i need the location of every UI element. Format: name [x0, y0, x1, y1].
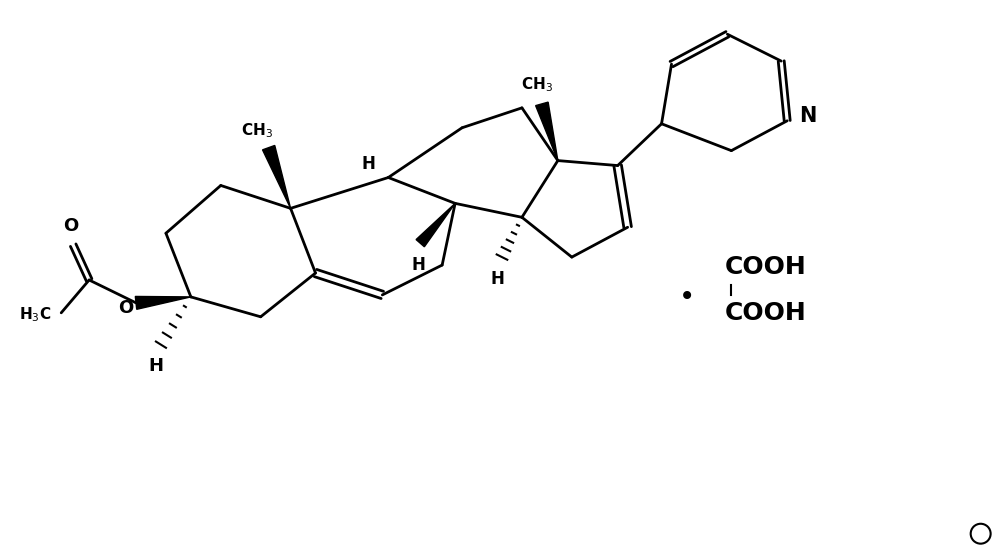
Text: N: N: [799, 106, 817, 126]
Text: H: H: [148, 357, 163, 375]
Polygon shape: [416, 203, 455, 247]
Text: •: •: [679, 283, 696, 311]
Text: O: O: [64, 217, 79, 235]
Polygon shape: [263, 145, 291, 208]
Text: COOH: COOH: [724, 255, 806, 279]
Text: H: H: [490, 270, 504, 288]
Polygon shape: [135, 296, 191, 309]
Polygon shape: [536, 102, 558, 160]
Text: H$_3$C: H$_3$C: [19, 305, 51, 324]
Text: H: H: [361, 155, 375, 173]
Text: CH$_3$: CH$_3$: [241, 121, 273, 140]
Text: O: O: [118, 299, 134, 317]
Text: CH$_3$: CH$_3$: [521, 75, 553, 94]
Text: COOH: COOH: [724, 301, 806, 325]
Text: H: H: [411, 256, 425, 274]
